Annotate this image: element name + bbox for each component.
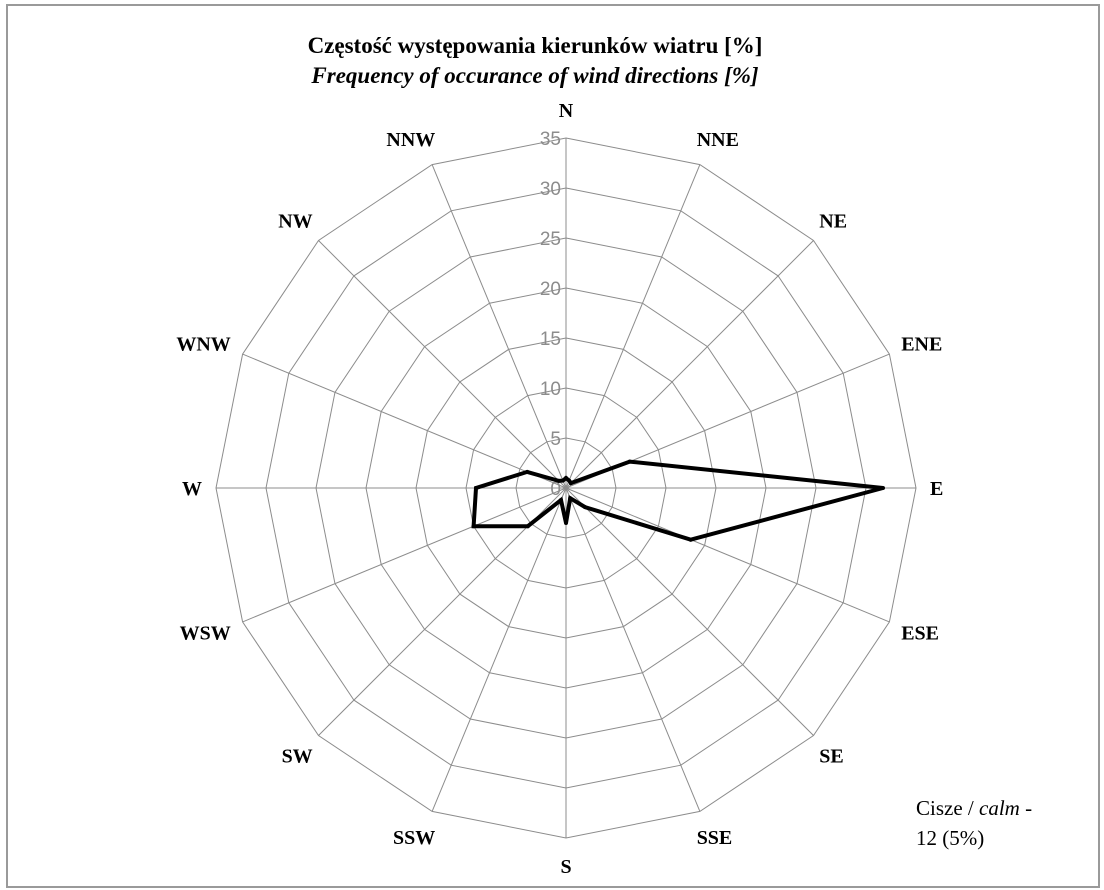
r-tick-label: 35 xyxy=(540,129,561,150)
direction-label: SSE xyxy=(697,827,733,849)
grid-spoke xyxy=(431,487,567,812)
direction-label: ENE xyxy=(901,333,942,355)
r-tick-label: 5 xyxy=(550,429,561,450)
data-point xyxy=(559,498,563,502)
r-tick-label: 0 xyxy=(550,479,561,500)
calm-suffix: - xyxy=(1019,796,1033,820)
chart-subtitle: Frequency of occurance of wind direction… xyxy=(311,63,759,88)
grid-spoke xyxy=(242,487,567,623)
grid-spoke xyxy=(242,353,567,489)
data-point xyxy=(627,459,632,464)
direction-label: NE xyxy=(819,211,847,233)
direction-label: WSW xyxy=(180,623,231,645)
data-point xyxy=(556,478,561,483)
data-point xyxy=(525,469,530,474)
direction-label: E xyxy=(930,478,943,500)
data-point xyxy=(568,481,573,486)
calm-note: Cisze / calm - 12 (5%) xyxy=(916,793,1086,853)
grid-spoke xyxy=(565,164,701,489)
r-tick-label: 30 xyxy=(540,179,561,200)
data-point xyxy=(560,478,565,483)
r-tick-label: 15 xyxy=(540,329,561,350)
direction-label: SE xyxy=(819,745,843,767)
grid-spoke xyxy=(565,240,814,489)
chart-title: Częstość występowania kierunków wiatru [… xyxy=(307,33,763,58)
direction-label: SW xyxy=(282,745,313,767)
direction-label: WNW xyxy=(176,333,230,355)
grid-spoke xyxy=(565,487,890,623)
data-point xyxy=(881,486,885,490)
data-point xyxy=(525,524,530,529)
grid-spoke xyxy=(318,487,567,736)
calm-word: calm xyxy=(979,796,1020,820)
direction-label: SSW xyxy=(393,827,435,849)
data-point xyxy=(583,505,588,510)
direction-label: NNE xyxy=(697,129,739,151)
data-point xyxy=(568,496,573,501)
data-point xyxy=(564,521,568,525)
direction-label: W xyxy=(182,478,202,500)
data-point xyxy=(474,486,478,490)
data-point xyxy=(688,537,693,542)
data-point xyxy=(564,476,568,480)
direction-label: ESE xyxy=(901,623,939,645)
direction-label: S xyxy=(560,856,571,878)
calm-value: 12 (5%) xyxy=(916,826,985,850)
r-tick-label: 20 xyxy=(540,279,561,300)
direction-label: NNW xyxy=(386,129,435,151)
r-tick-label: 10 xyxy=(540,379,561,400)
calm-prefix: Cisze / xyxy=(916,796,979,820)
grid-spoke xyxy=(431,164,567,489)
grid-spoke xyxy=(565,487,814,736)
data-point xyxy=(471,524,476,529)
direction-label: NW xyxy=(278,211,312,233)
grid-spoke xyxy=(565,487,701,812)
grid-spoke xyxy=(318,240,567,489)
r-tick-label: 25 xyxy=(540,229,561,250)
chart-frame xyxy=(6,4,1100,888)
direction-label: N xyxy=(559,100,574,122)
